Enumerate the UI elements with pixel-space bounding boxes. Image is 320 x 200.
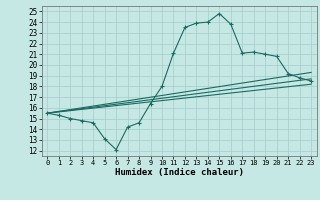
X-axis label: Humidex (Indice chaleur): Humidex (Indice chaleur) xyxy=(115,168,244,177)
